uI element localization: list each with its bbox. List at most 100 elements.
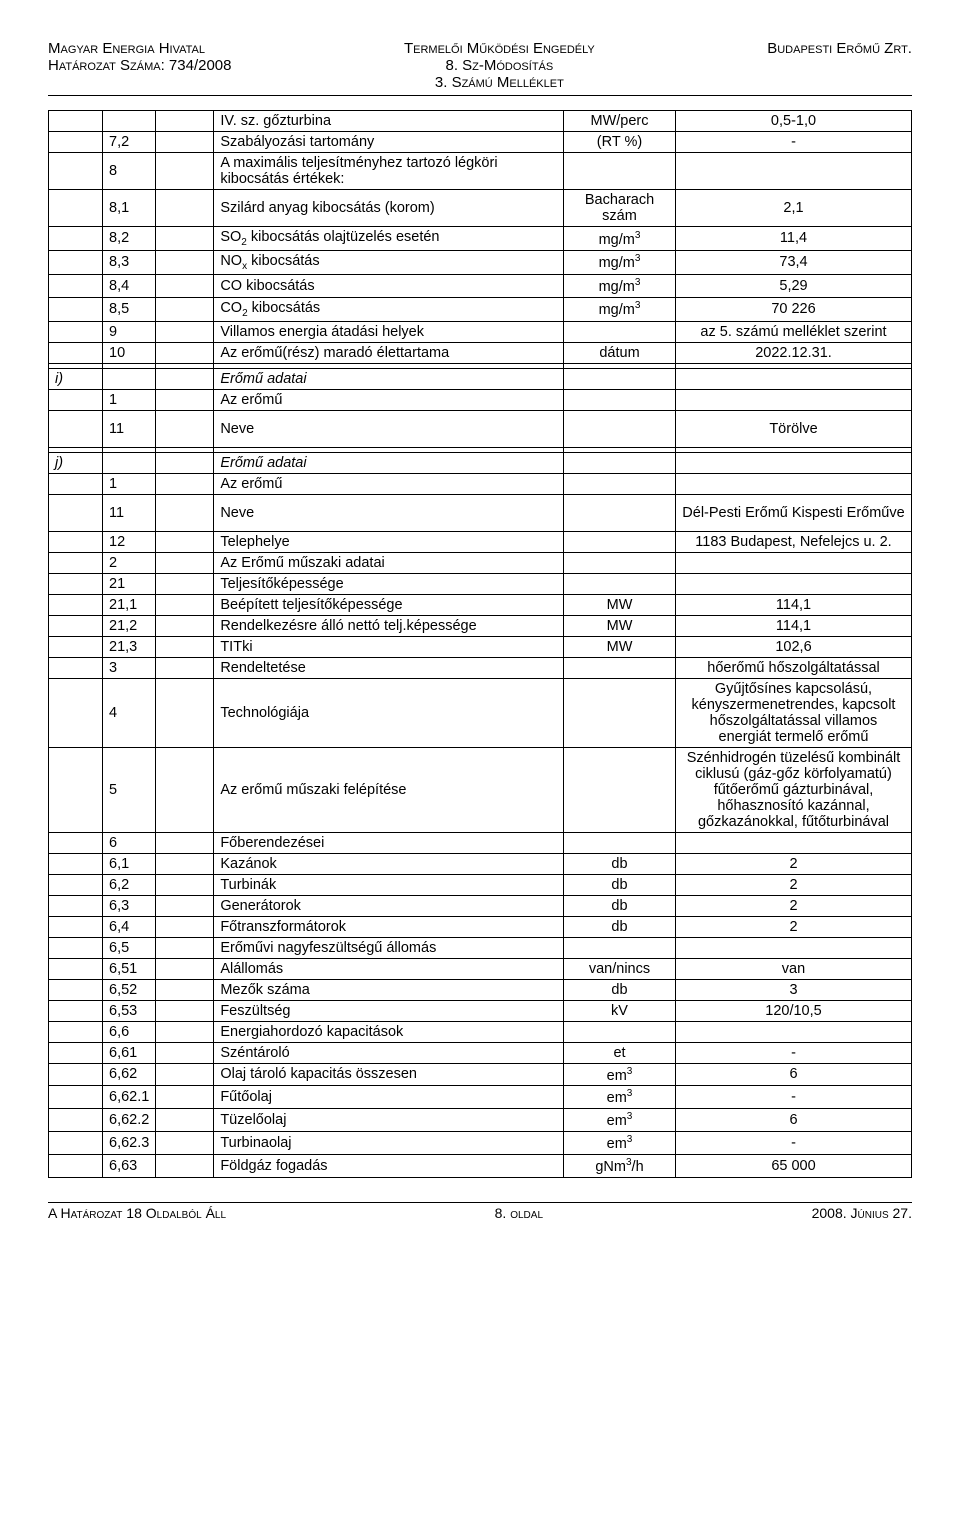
- cell-value: [676, 832, 912, 853]
- table-row: 3Rendeltetésehőerőmű hőszolgáltatással: [49, 657, 912, 678]
- cell-value: [676, 368, 912, 389]
- cell-unit: em3: [564, 1109, 676, 1132]
- cell-section: [49, 227, 103, 251]
- cell-value: -: [676, 1131, 912, 1154]
- cell-value: 1183 Budapest, Nefelejcs u. 2.: [676, 531, 912, 552]
- cell-label: Földgáz fogadás: [214, 1154, 564, 1177]
- cell-label: Turbinaolaj: [214, 1131, 564, 1154]
- cell-label: Olaj tároló kapacitás összesen: [214, 1063, 564, 1086]
- cell-label: Az erőmű: [214, 473, 564, 494]
- cell-label: Telephelye: [214, 531, 564, 552]
- cell-index: [103, 111, 156, 132]
- cell-sub: [156, 1154, 214, 1177]
- cell-sub: [156, 874, 214, 895]
- cell-sub: [156, 1000, 214, 1021]
- cell-unit: [564, 494, 676, 531]
- cell-label: IV. sz. gőzturbina: [214, 111, 564, 132]
- cell-section: [49, 274, 103, 297]
- cell-value: Szénhidrogén tüzelésű kombinált ciklusú …: [676, 747, 912, 832]
- table-row: 8,5CO2 kibocsátásmg/m370 226: [49, 297, 912, 321]
- cell-value: 114,1: [676, 594, 912, 615]
- cell-sub: [156, 473, 214, 494]
- cell-value: [676, 937, 912, 958]
- cell-unit: kV: [564, 1000, 676, 1021]
- cell-index: 6,6: [103, 1021, 156, 1042]
- cell-sub: [156, 321, 214, 342]
- table-row: 2Az Erőmű műszaki adatai: [49, 552, 912, 573]
- cell-index: 6,51: [103, 958, 156, 979]
- cell-index: 8,3: [103, 250, 156, 274]
- table-row: 7,2Szabályozási tartomány(RT %)-: [49, 132, 912, 153]
- footer-center: 8. oldal: [495, 1205, 543, 1221]
- cell-label: Generátorok: [214, 895, 564, 916]
- cell-section: [49, 250, 103, 274]
- cell-section: [49, 552, 103, 573]
- table-row: 6,62.2Tüzelőolajem36: [49, 1109, 912, 1132]
- cell-unit: db: [564, 979, 676, 1000]
- table-row: 8A maximális teljesítményhez tartozó lég…: [49, 153, 912, 190]
- cell-sub: [156, 853, 214, 874]
- table-row: 6,52Mezők számadb3: [49, 979, 912, 1000]
- cell-index: 6,4: [103, 916, 156, 937]
- cell-index: 9: [103, 321, 156, 342]
- cell-value: hőerőmű hőszolgáltatással: [676, 657, 912, 678]
- header-title2: 8. Sz-Módosítás: [404, 57, 595, 74]
- cell-sub: [156, 979, 214, 1000]
- cell-section: [49, 1131, 103, 1154]
- cell-section: [49, 1000, 103, 1021]
- cell-section: [49, 410, 103, 447]
- cell-sub: [156, 132, 214, 153]
- cell-index: 6,1: [103, 853, 156, 874]
- header-title3: 3. Számú Melléklet: [404, 74, 595, 91]
- cell-index: 6,62: [103, 1063, 156, 1086]
- cell-value: [676, 473, 912, 494]
- table-row: 21,3TITkiMW102,6: [49, 636, 912, 657]
- cell-sub: [156, 958, 214, 979]
- cell-unit: [564, 573, 676, 594]
- cell-unit: MW/perc: [564, 111, 676, 132]
- table-row: 6,5Erőművi nagyfeszültségű állomás: [49, 937, 912, 958]
- cell-sub: [156, 111, 214, 132]
- table-row: 11NeveDél-Pesti Erőmű Kispesti Erőműve: [49, 494, 912, 531]
- cell-index: 6,61: [103, 1042, 156, 1063]
- cell-label: Rendeltetése: [214, 657, 564, 678]
- cell-value: 114,1: [676, 615, 912, 636]
- cell-value: 6: [676, 1063, 912, 1086]
- cell-unit: [564, 389, 676, 410]
- cell-sub: [156, 1109, 214, 1132]
- table-row: 6,62.1Fűtőolajem3-: [49, 1086, 912, 1109]
- cell-section: [49, 853, 103, 874]
- cell-unit: [564, 321, 676, 342]
- cell-value: 102,6: [676, 636, 912, 657]
- cell-index: 6,2: [103, 874, 156, 895]
- cell-sub: [156, 1131, 214, 1154]
- cell-sub: [156, 1042, 214, 1063]
- table-row: 1Az erőmű: [49, 389, 912, 410]
- cell-label: Az erőmű: [214, 389, 564, 410]
- table-row: 6,62.3Turbinaolajem3-: [49, 1131, 912, 1154]
- cell-value: 2,1: [676, 190, 912, 227]
- cell-index: 8,2: [103, 227, 156, 251]
- footer-left: A Határozat 18 Oldalból Áll: [48, 1205, 226, 1221]
- cell-sub: [156, 452, 214, 473]
- cell-unit: [564, 552, 676, 573]
- header-case-number: Határozat Száma: 734/2008: [48, 57, 232, 74]
- cell-sub: [156, 636, 214, 657]
- cell-section: j): [49, 452, 103, 473]
- cell-unit: [564, 473, 676, 494]
- cell-sub: [156, 190, 214, 227]
- cell-sub: [156, 389, 214, 410]
- cell-index: 12: [103, 531, 156, 552]
- cell-sub: [156, 832, 214, 853]
- cell-value: 5,29: [676, 274, 912, 297]
- cell-index: 11: [103, 494, 156, 531]
- cell-section: [49, 1063, 103, 1086]
- cell-unit: [564, 410, 676, 447]
- cell-section: [49, 747, 103, 832]
- cell-index: 8,4: [103, 274, 156, 297]
- cell-value: Gyűjtősínes kapcsolású, kényszermenetren…: [676, 678, 912, 747]
- cell-unit: db: [564, 916, 676, 937]
- cell-index: 6,62.3: [103, 1131, 156, 1154]
- table-row: i)Erőmű adatai: [49, 368, 912, 389]
- cell-sub: [156, 250, 214, 274]
